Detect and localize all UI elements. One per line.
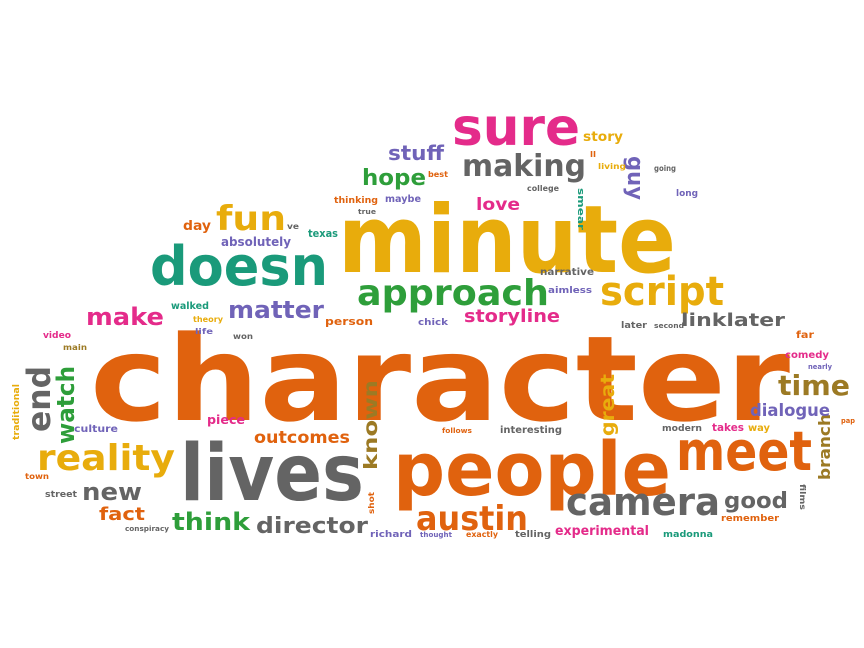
word-best: best: [428, 170, 448, 179]
word-pap: pap: [841, 417, 855, 425]
word-culture: culture: [74, 424, 118, 435]
word-piece: piece: [207, 413, 245, 427]
word-make: make: [86, 303, 164, 331]
word-dialogue: dialogue: [750, 401, 830, 421]
word-meet: meet: [676, 420, 812, 483]
word-people: people: [393, 427, 671, 513]
word-outcomes: outcomes: [254, 428, 350, 448]
word-approach: approach: [357, 273, 549, 314]
word-interesting: interesting: [500, 425, 562, 436]
word-far: far: [796, 330, 814, 341]
word-day: day: [183, 219, 212, 234]
word-takes: takes: [712, 421, 744, 434]
word-storyline: storyline: [464, 306, 560, 327]
word-remember: remember: [721, 514, 780, 524]
word-ll: ll: [590, 150, 596, 159]
word-making: making: [462, 149, 586, 184]
word-going: going: [654, 164, 676, 173]
word-living: smear: [575, 188, 585, 231]
word-branch: branch: [815, 414, 834, 480]
word-director: director: [256, 514, 368, 539]
word-later: later: [621, 321, 648, 331]
word-linklater: linklater: [681, 310, 785, 331]
word-won: won: [233, 332, 253, 341]
word-exactly: exactly: [466, 530, 499, 539]
word-walked: walked: [171, 301, 209, 312]
word-known: known: [360, 380, 382, 470]
word-narrative: narrative: [540, 267, 594, 278]
word-austin: austin: [416, 499, 528, 539]
word-street: street: [45, 490, 78, 500]
word-comedy: comedy: [785, 350, 829, 361]
word-script: script: [600, 269, 724, 315]
word-great: great: [597, 374, 619, 436]
word-long: long: [676, 189, 698, 199]
word-absolutely: absolutely: [221, 235, 291, 249]
word-fun: fun: [216, 199, 286, 239]
word-reality: reality: [37, 438, 175, 479]
word-end: end: [20, 366, 58, 432]
word-love: love: [476, 195, 520, 215]
word-madonna: madonna: [663, 530, 713, 540]
word-texas: texas: [308, 227, 338, 240]
word-theory: theory: [193, 315, 224, 324]
word-story: story: [583, 130, 624, 145]
word-person: person: [325, 315, 373, 328]
word-second: second: [654, 322, 684, 330]
word-experimental: experimental: [555, 524, 649, 539]
word-guy: guy: [622, 156, 647, 200]
word-good: good: [724, 489, 788, 514]
word-films: films: [798, 484, 807, 510]
word-traditional: traditional: [12, 384, 22, 440]
word-thinking: thinking: [334, 196, 378, 206]
word-ve: ve: [287, 222, 300, 231]
word-main: main: [63, 343, 87, 352]
word-hope: hope: [362, 166, 426, 191]
word-nearly: nearly: [808, 363, 832, 371]
word-follows: follows: [442, 427, 472, 435]
word-true: true: [358, 208, 376, 216]
word-camera: camera: [566, 480, 720, 524]
word-modern: modern: [662, 424, 702, 434]
word-video: video: [43, 331, 71, 341]
word-lives: lives: [180, 429, 364, 519]
word-conspiracy: conspiracy: [125, 525, 169, 533]
word-maybe: maybe: [385, 194, 421, 205]
word-character: character: [90, 310, 790, 448]
word-telling: telling: [515, 530, 551, 540]
word-thought: thought: [420, 531, 453, 539]
word-minute: minute: [338, 186, 676, 295]
word-stuff: stuff: [388, 141, 445, 165]
word-shot: shot: [367, 492, 376, 514]
word-sure: sure: [452, 98, 580, 158]
word-chick: chick: [418, 318, 449, 328]
word-way: way: [748, 423, 770, 434]
word-life: life: [195, 327, 214, 336]
word-matter: matter: [228, 296, 324, 324]
word-think: think: [172, 508, 251, 536]
word-fact: fact: [99, 504, 145, 525]
word-aimless: aimless: [548, 286, 592, 296]
word-new: new: [82, 478, 142, 506]
word-doesn: doesn: [150, 235, 328, 298]
word-time: time: [778, 369, 850, 402]
word-richard: richard: [370, 530, 412, 540]
word-college: college: [527, 184, 560, 193]
word-town: town: [25, 472, 49, 481]
word-watch: watch: [52, 366, 80, 444]
word-smear: living: [598, 162, 626, 171]
